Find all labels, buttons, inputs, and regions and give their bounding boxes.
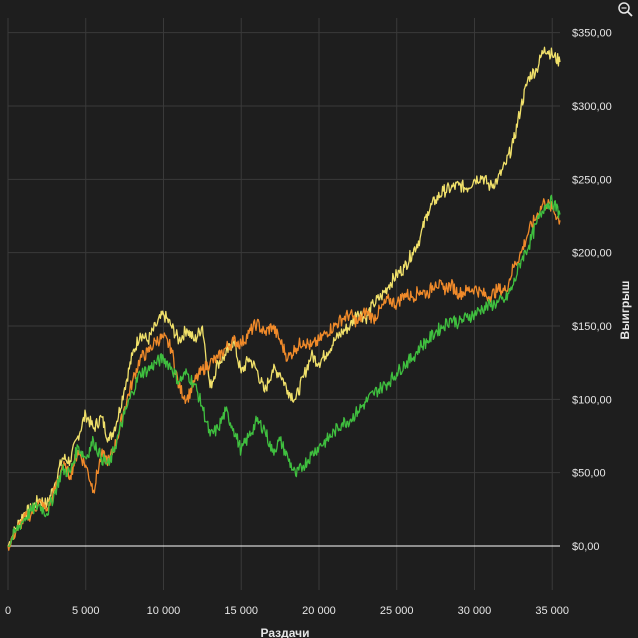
grid — [7, 18, 560, 590]
series-line-3 — [7, 194, 561, 547]
y-tick-label: $200,00 — [572, 248, 612, 260]
x-tick-label: 5 000 — [72, 605, 100, 617]
x-tick-label: 0 — [5, 605, 11, 617]
x-tick-label: 35 000 — [535, 605, 569, 617]
x-tick-label: 20 000 — [302, 605, 336, 617]
y-axis-title: Выигрыш — [618, 281, 632, 340]
y-tick-label: $0,00 — [572, 541, 600, 553]
y-tick-label: $50,00 — [572, 468, 606, 480]
x-axis-title: Раздачи — [261, 626, 310, 638]
x-tick-label: 10 000 — [147, 605, 181, 617]
x-tick-label: 30 000 — [458, 605, 492, 617]
y-tick-label: $350,00 — [572, 28, 612, 40]
x-axis: 0 5 000 10 000 15 000 20 000 25 000 30 000 35 0… — [5, 605, 569, 617]
y-tick-label: $100,00 — [572, 394, 612, 406]
series-line-1 — [7, 46, 561, 547]
y-axis: $0,00 $50,00 $100,00 $150,00 $200,00 $250,00 $… — [572, 28, 612, 553]
x-tick-label: 15 000 — [224, 605, 258, 617]
series-line-2 — [7, 198, 561, 551]
y-tick-label: $250,00 — [572, 174, 612, 186]
zoom-icon[interactable] — [618, 2, 633, 17]
x-tick-label: 25 000 — [380, 605, 414, 617]
y-tick-label: $300,00 — [572, 101, 612, 113]
y-tick-label: $150,00 — [572, 321, 612, 333]
series-lines — [7, 46, 561, 551]
